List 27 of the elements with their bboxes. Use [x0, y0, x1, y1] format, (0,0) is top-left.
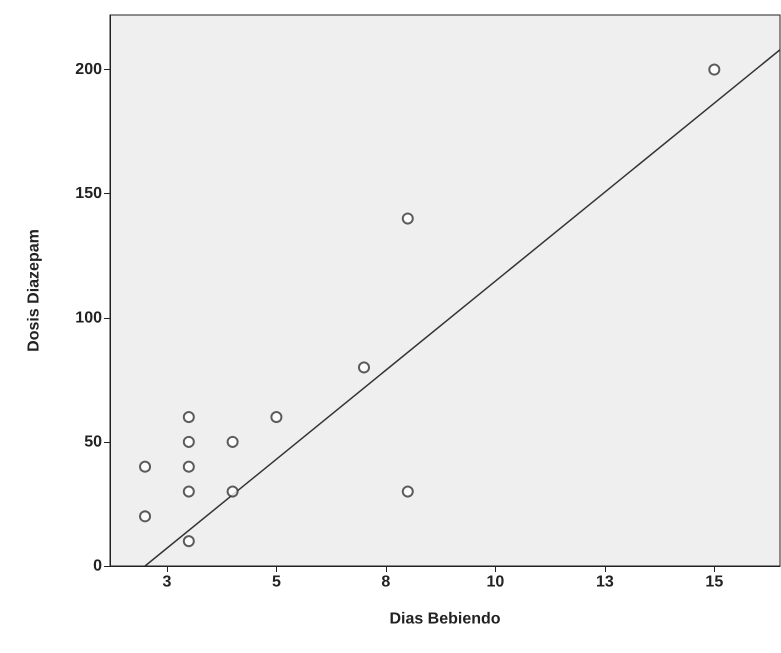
point: [226, 486, 239, 498]
x-tick-label: 10: [486, 574, 504, 590]
point: [270, 411, 282, 424]
y-tick-label: 150: [75, 185, 102, 202]
x-tick-label: 15: [705, 574, 724, 590]
x-tick-label: 3: [162, 574, 172, 590]
x-tick-label: 13: [596, 574, 614, 590]
x-tick-label: 8: [381, 574, 390, 590]
point: [182, 535, 195, 548]
point: [182, 436, 195, 448]
point: [708, 64, 720, 76]
point: [226, 436, 239, 448]
y-tick-label: 100: [75, 309, 102, 326]
point: [358, 361, 370, 374]
y-tick-label: 200: [75, 61, 102, 78]
point: [139, 510, 152, 522]
point: [402, 486, 414, 498]
x-axis-title: Dias Bebiendo: [389, 610, 501, 628]
y-tick-label: 0: [93, 558, 102, 574]
point: [182, 486, 195, 498]
point: [182, 460, 195, 473]
point: [139, 460, 152, 473]
x-tick-label: 5: [272, 574, 281, 590]
y-tick-label: 50: [84, 433, 102, 450]
y-axis-title: Dosis Diazepam: [26, 229, 42, 352]
point: [402, 212, 414, 225]
point: [182, 411, 195, 424]
